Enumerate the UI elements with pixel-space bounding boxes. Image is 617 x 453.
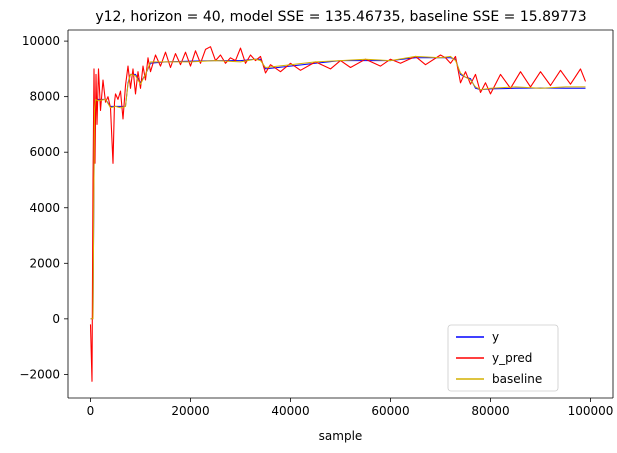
series-line-baseline: [90, 55, 586, 320]
legend: y y_pred baseline: [447, 324, 559, 392]
x-axis-ticks: 0 20000 40000 60000 80000 100000: [87, 398, 614, 418]
axes-frame: [67, 29, 614, 399]
y-tick-label: −2000: [19, 367, 60, 381]
x-tick-label: 80000: [471, 404, 509, 418]
legend-box: [447, 324, 559, 392]
y-tick-label: 2000: [29, 256, 60, 270]
y-tick-label: 10000: [22, 34, 60, 48]
legend-label: y_pred: [492, 351, 532, 365]
series-layer: [89, 46, 587, 382]
x-tick-label: 100000: [568, 404, 614, 418]
y-axis-ticks: −2000 0 2000 4000 6000 8000 10000: [19, 34, 68, 381]
x-tick-label: 60000: [371, 404, 409, 418]
series-line-y-pred: [89, 46, 587, 382]
chart-title: y12, horizon = 40, model SSE = 135.46735…: [95, 9, 586, 25]
legend-label: y: [492, 330, 499, 344]
x-tick-label: 20000: [171, 404, 209, 418]
x-axis-label: sample: [319, 429, 363, 443]
y-tick-label: 8000: [29, 90, 60, 104]
y-tick-label: 4000: [29, 201, 60, 215]
legend-label: baseline: [492, 372, 542, 386]
y-tick-label: 0: [52, 312, 60, 326]
plot-area: 0 20000 40000 60000 80000 100000 −2000 0 2000 40…: [19, 29, 614, 418]
x-tick-label: 0: [87, 404, 95, 418]
x-tick-label: 40000: [271, 404, 309, 418]
legend-items: y y_pred baseline: [456, 330, 542, 386]
y-tick-label: 6000: [29, 145, 60, 159]
